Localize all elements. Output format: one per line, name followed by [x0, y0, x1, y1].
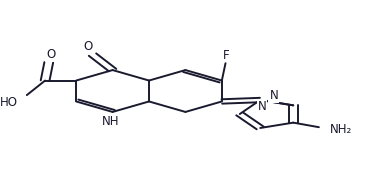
Text: HO: HO: [0, 96, 18, 109]
Text: O: O: [84, 40, 93, 53]
Text: NH: NH: [102, 115, 119, 128]
Text: F: F: [223, 49, 229, 62]
Text: N: N: [258, 100, 266, 113]
Text: O: O: [46, 48, 55, 61]
Text: NH₂: NH₂: [330, 122, 352, 136]
Text: N: N: [270, 89, 278, 102]
